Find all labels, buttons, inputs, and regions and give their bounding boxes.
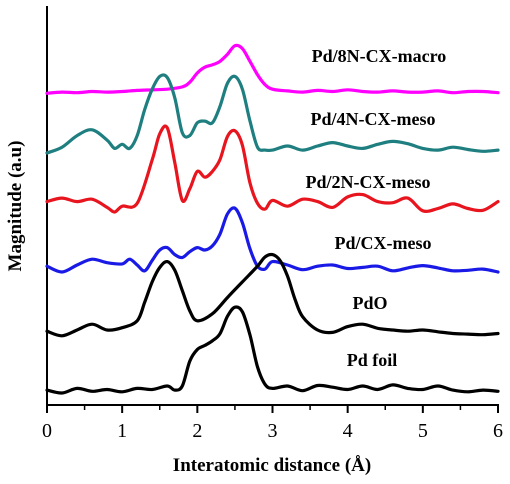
x-tick-label: 6 — [493, 420, 503, 442]
x-tick-label: 2 — [192, 420, 202, 442]
series-line-pd-4n-cx-meso — [45, 73, 500, 155]
series-line-pd-2n-cx-meso — [45, 124, 500, 214]
series-label-pd-foil: Pd foil — [347, 350, 398, 370]
x-tick-label: 0 — [42, 420, 52, 442]
axes: 0 1 2 3 4 5 6 — [42, 6, 503, 442]
series-line-pd-8n-cx-macro — [45, 43, 500, 95]
series-label-pd-cx-meso: Pd/CX-meso — [335, 233, 432, 253]
x-tick-label: 5 — [418, 420, 428, 442]
series-line-pd-cx-meso — [45, 206, 500, 274]
series-label-pd-4n-cx-meso: Pd/4N-CX-meso — [311, 109, 436, 129]
series-label-pd-2n-cx-meso: Pd/2N-CX-meso — [306, 172, 431, 192]
x-axis-title: Interatomic distance (Å) — [173, 455, 371, 476]
series-line-pdo — [45, 252, 500, 338]
series-line-pd-foil — [45, 305, 500, 395]
series-labels: Pd/8N-CX-macro Pd/4N-CX-meso Pd/2N-CX-meso… — [306, 46, 447, 370]
x-ticks — [46, 405, 499, 413]
x-tick-label: 3 — [268, 420, 278, 442]
x-tick-label: 4 — [343, 420, 353, 442]
y-axis-title: Magnitude (a.u) — [5, 141, 26, 272]
series-label-pdo: PdO — [352, 293, 387, 313]
series-label-pd-8n-cx-macro: Pd/8N-CX-macro — [312, 46, 447, 66]
series-lines — [45, 43, 500, 395]
x-tick-label: 1 — [117, 420, 127, 442]
x-tick-labels: 0 1 2 3 4 5 6 — [42, 420, 503, 442]
